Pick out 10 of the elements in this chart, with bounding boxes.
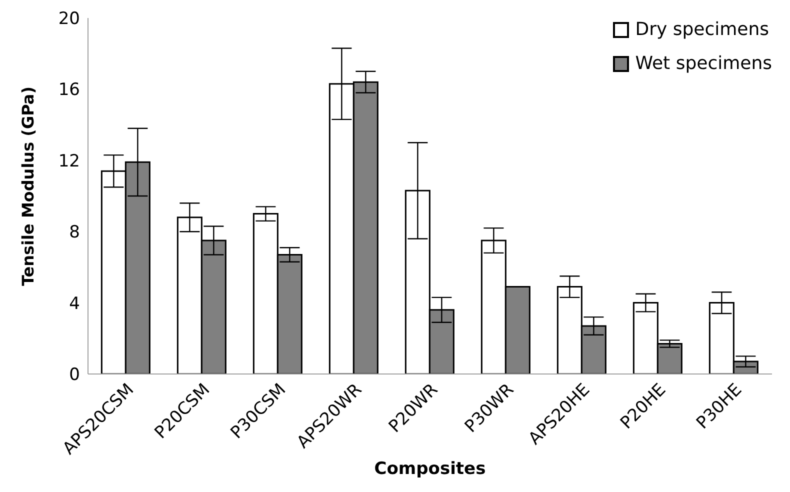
y-tick-label: 0 bbox=[69, 365, 80, 386]
legend-label: Wet specimens bbox=[635, 52, 772, 76]
x-axis-title: Composites bbox=[374, 459, 486, 479]
y-tick-label: 12 bbox=[58, 151, 80, 172]
y-tick-label: 8 bbox=[69, 222, 80, 243]
legend-label: Dry specimens bbox=[635, 18, 770, 42]
y-axis-title: Tensile Modulus (GPa) bbox=[18, 86, 38, 286]
y-tick-label: 4 bbox=[69, 294, 80, 314]
y-tick-label: 16 bbox=[58, 80, 80, 100]
y-tick-label: 20 bbox=[58, 9, 80, 30]
